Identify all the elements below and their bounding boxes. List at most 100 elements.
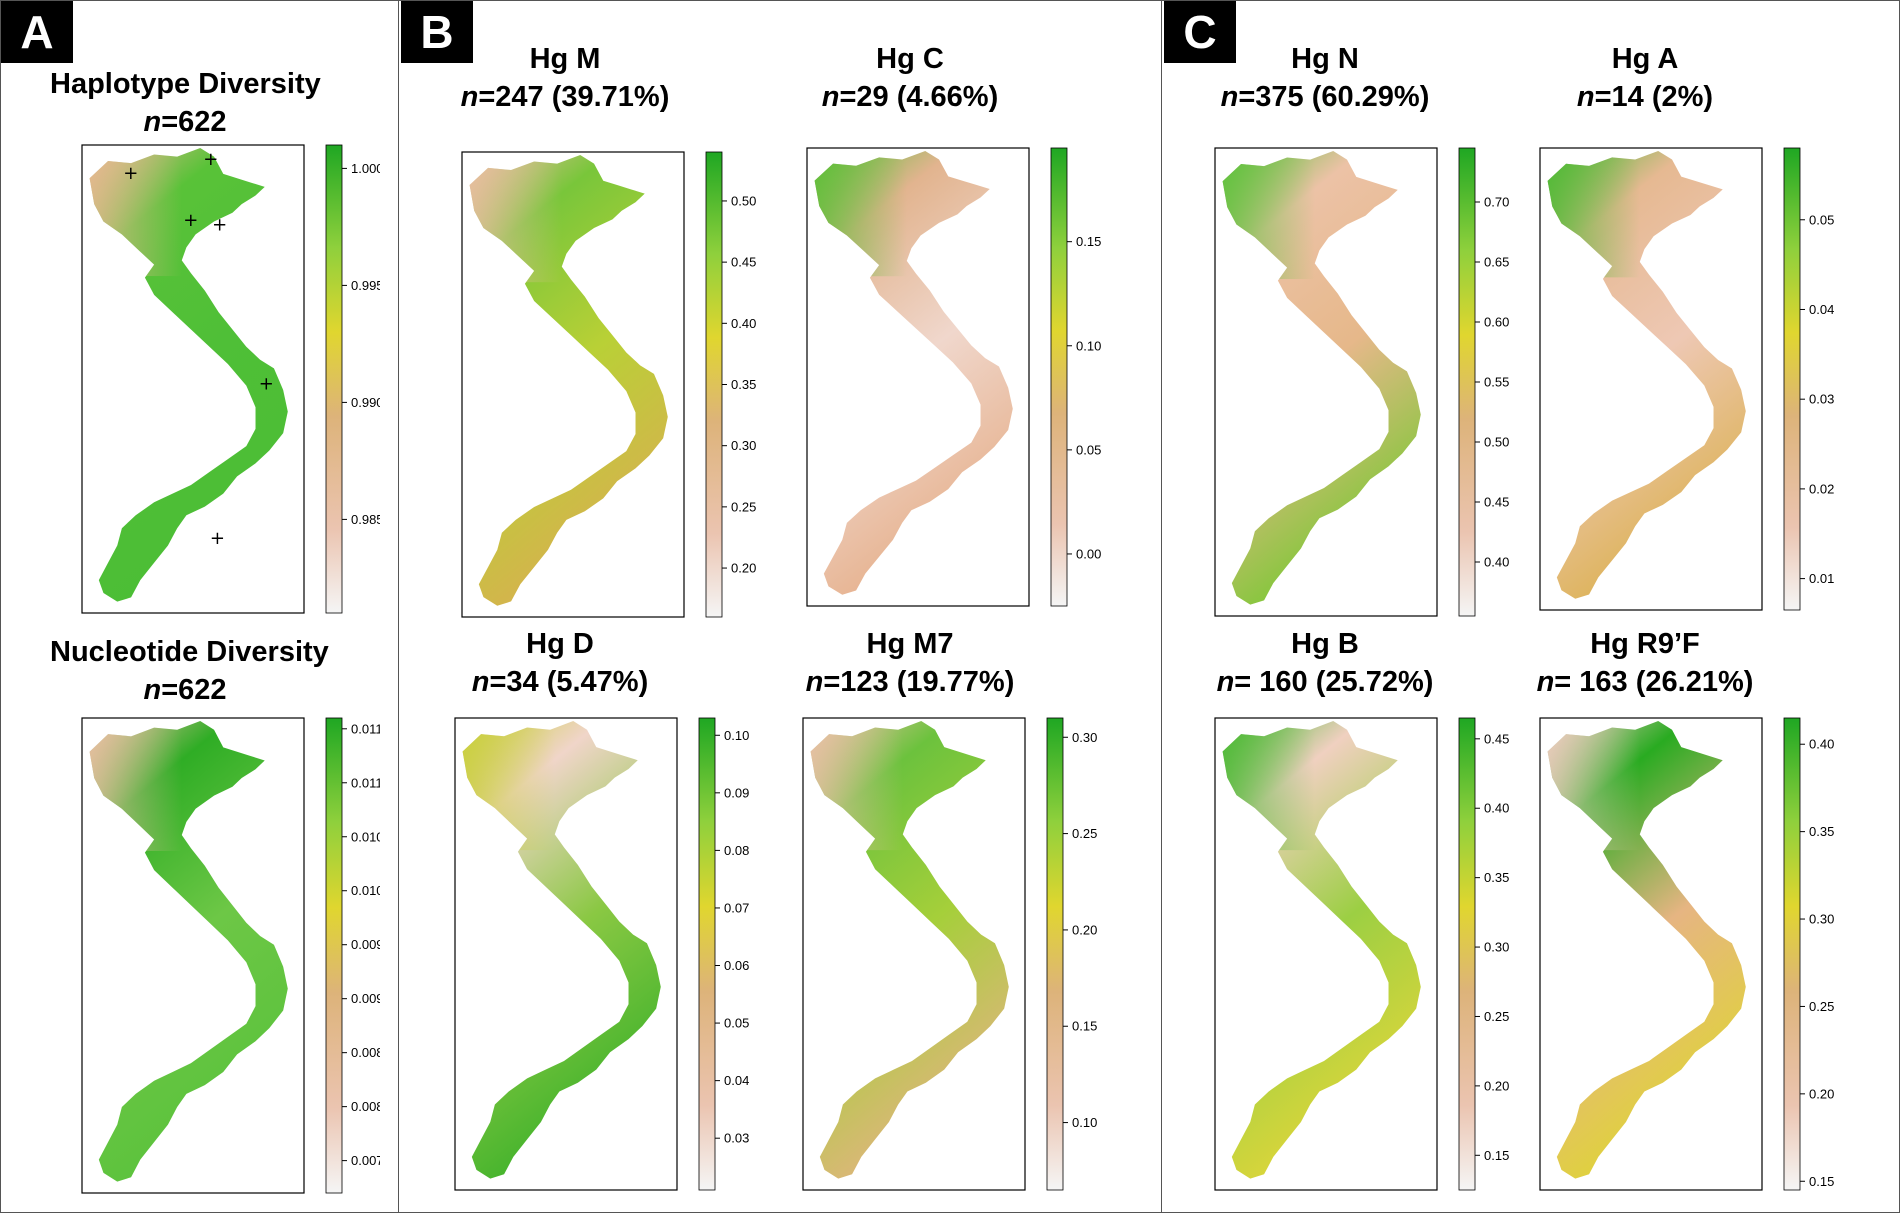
panel-c-label: C (1164, 1, 1236, 63)
legend-tick-label: 0.15 (1484, 1148, 1509, 1163)
legend-colorbar (1046, 717, 1064, 1191)
legend-tick-label: 0.995 (351, 278, 380, 293)
legend-tick-label: 0.40 (731, 316, 756, 331)
legend-tick-label: 0.10 (724, 728, 749, 743)
legend-tick-label: 0.25 (1809, 999, 1834, 1014)
legend-tick-label: 0.65 (1484, 255, 1509, 270)
sample-size: n=29 (4.66%) (821, 81, 999, 113)
panel-a-label: A (1, 1, 73, 63)
legend-tick-label: 0.0115 (351, 721, 380, 736)
legend-colorbar (325, 144, 343, 614)
legend-colorbar (698, 717, 716, 1191)
map-figure: 0.50 0.45 0.40 0.35 0.30 0.25 0.20 (461, 151, 756, 618)
legend-tick-label: 0.20 (731, 561, 756, 576)
map-title: Hg R9’F (1590, 628, 1700, 660)
map-figure: 0.70 0.65 0.60 0.55 0.50 0.45 0.40 (1214, 147, 1509, 617)
map-title: Hg M (529, 43, 601, 75)
map-title: Hg A (1611, 43, 1679, 75)
sample-marker: + (259, 374, 274, 395)
legend-tick-label: 0.55 (1484, 375, 1509, 390)
legend-colorbar (1783, 717, 1801, 1191)
sample-size: n=375 (60.29%) (1220, 81, 1430, 113)
legend-colorbar (1050, 147, 1068, 607)
legend-tick-label: 0.07 (724, 900, 749, 915)
legend-tick-label: 0.15 (1809, 1174, 1834, 1189)
legend-tick-label: 0.35 (1484, 870, 1509, 885)
legend-colorbar (1458, 717, 1476, 1191)
sample-marker: + (210, 528, 225, 549)
map-figure: 0.15 0.10 0.05 0.00 (806, 147, 1101, 607)
map-title: Hg B (1291, 628, 1359, 660)
legend-tick-label: 0.990 (351, 395, 380, 410)
map-block-hgC: Hg C n=29 (4.66%) 0.15 0.10 0.05 0.00 (775, 40, 1105, 630)
legend-tick-label: 0.03 (1809, 392, 1834, 407)
legend-tick-label: 0.45 (1484, 495, 1509, 510)
map-title: Hg N (1291, 43, 1359, 75)
legend-tick-label: 0.30 (1072, 730, 1097, 745)
legend-colorbar (325, 717, 343, 1194)
legend-tick-label: 0.05 (1809, 212, 1834, 227)
sample-size: n=622 (143, 674, 227, 706)
legend-tick-label: 0.04 (1809, 302, 1834, 317)
legend-tick-label: 0.20 (1809, 1086, 1834, 1101)
sample-marker: + (203, 149, 218, 170)
sample-size: n= 163 (26.21%) (1536, 666, 1754, 698)
map-block-hgR9: Hg R9’F n= 163 (26.21%) 0.40 0.35 0.30 0.25 0.… (1510, 625, 1840, 1215)
map-figure: 0.10 0.09 0.08 0.07 0.06 0.05 0.04 0.03 (454, 717, 749, 1191)
legend-tick-label: 0.985 (351, 512, 380, 527)
legend-tick-label: 0.05 (1076, 442, 1101, 457)
legend-tick-label: 0.45 (731, 255, 756, 270)
legend-tick-label: 0.15 (1072, 1019, 1097, 1034)
map-figure: + + + + + +1.000 0.995 0.990 0.985 (81, 144, 380, 614)
legend-tick-label: 0.20 (1072, 922, 1097, 937)
legend-tick-label: 0.40 (1809, 737, 1834, 752)
legend-tick-label: 0.0105 (351, 829, 380, 844)
legend-tick-label: 0.35 (731, 377, 756, 392)
legend-tick-label: 0.06 (724, 958, 749, 973)
legend-tick-label: 0.01 (1809, 571, 1834, 586)
sample-marker: + (212, 215, 227, 236)
map-block-hgM7: Hg M7 n=123 (19.77%) 0.30 0.25 0.20 0.15 0.10 (775, 625, 1105, 1215)
map-title: Nucleotide Diversity (50, 636, 329, 668)
legend-tick-label: 0.35 (1809, 824, 1834, 839)
panel-b-label: B (401, 1, 473, 63)
map-block-hap: Haplotype Diversity n=622 + + + + + +1.000 0.995… (50, 65, 380, 655)
legend-tick-label: 0.70 (1484, 195, 1509, 210)
legend-tick-label: 0.40 (1484, 801, 1509, 816)
map-figure: 0.30 0.25 0.20 0.15 0.10 (802, 717, 1097, 1191)
legend-tick-label: 0.20 (1484, 1078, 1509, 1093)
map-title: Hg M7 (866, 628, 954, 660)
map-title: Hg D (526, 628, 594, 660)
legend-tick-label: 0.05 (724, 1016, 749, 1031)
sample-size: n=247 (39.71%) (460, 81, 670, 113)
legend-tick-label: 0.10 (1076, 338, 1101, 353)
legend-tick-label: 0.60 (1484, 315, 1509, 330)
sample-marker: + (183, 210, 198, 231)
legend-tick-label: 0.30 (1809, 912, 1834, 927)
map-figure: 0.45 0.40 0.35 0.30 0.25 0.20 0.15 (1214, 717, 1509, 1191)
map-title: Hg C (876, 43, 944, 75)
legend-tick-label: 0.25 (731, 499, 756, 514)
sample-size: n=123 (19.77%) (805, 666, 1015, 698)
map-block-hgA: Hg A n=14 (2%) 0.05 0.04 0.03 0.02 0.01 (1510, 40, 1840, 630)
legend-tick-label: 0.03 (724, 1131, 749, 1146)
legend-tick-label: 0.0095 (351, 937, 380, 952)
legend-tick-label: 0.40 (1484, 555, 1509, 570)
legend-tick-label: 0.04 (724, 1073, 749, 1088)
legend-tick-label: 0.0075 (351, 1153, 380, 1168)
legend-tick-label: 0.30 (731, 438, 756, 453)
sample-size: n= 160 (25.72%) (1216, 666, 1434, 698)
legend-colorbar (1458, 147, 1476, 617)
sample-size: n=34 (5.47%) (471, 666, 649, 698)
legend-tick-label: 0.10 (1072, 1115, 1097, 1130)
map-title: Haplotype Diversity (50, 68, 321, 100)
legend-tick-label: 0.45 (1484, 731, 1509, 746)
legend-tick-label: 1.000 (351, 161, 380, 176)
legend-tick-label: 0.02 (1809, 481, 1834, 496)
